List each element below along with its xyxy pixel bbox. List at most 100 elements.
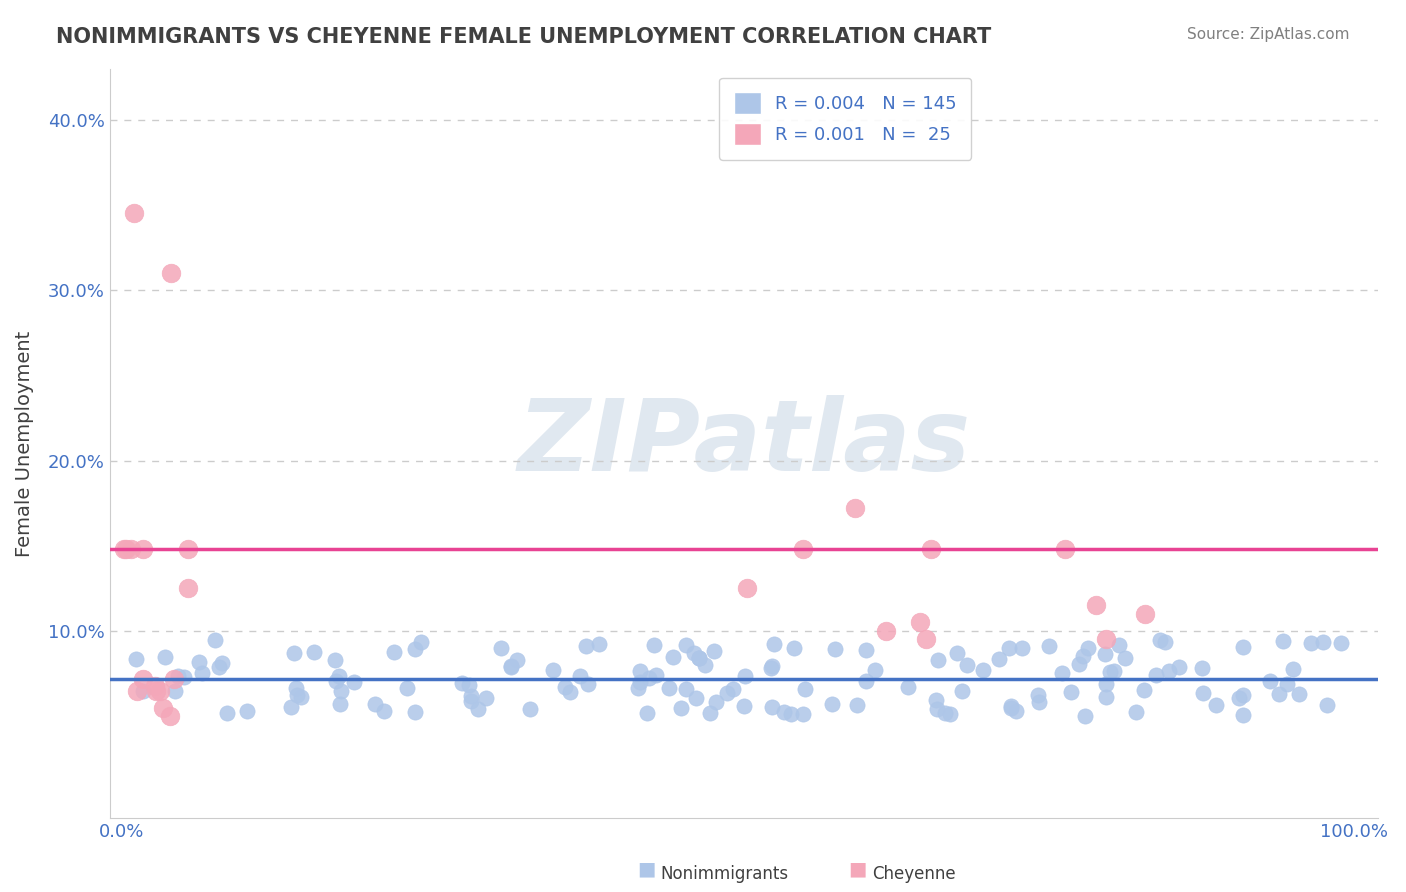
Point bbox=[112, 542, 135, 557]
Text: ■: ■ bbox=[637, 859, 657, 878]
Point bbox=[761, 661, 783, 675]
Point bbox=[972, 663, 994, 677]
Point bbox=[685, 690, 707, 705]
Legend: R = 0.004   N = 145, R = 0.001   N =  25: R = 0.004 N = 145, R = 0.001 N = 25 bbox=[720, 78, 972, 160]
Point bbox=[127, 683, 149, 698]
Point bbox=[946, 646, 969, 660]
Point bbox=[1258, 673, 1281, 688]
Point bbox=[693, 657, 716, 672]
Point bbox=[1094, 677, 1116, 691]
Point bbox=[152, 700, 174, 714]
Point bbox=[364, 697, 387, 711]
Point bbox=[143, 679, 166, 693]
Point bbox=[467, 702, 489, 716]
Point bbox=[1133, 683, 1156, 698]
Point bbox=[506, 653, 529, 667]
Point bbox=[173, 670, 195, 684]
Point bbox=[1077, 640, 1099, 655]
Point bbox=[761, 700, 783, 714]
Point bbox=[734, 669, 756, 683]
Point bbox=[280, 700, 302, 714]
Point bbox=[1095, 690, 1118, 705]
Point bbox=[159, 709, 181, 723]
Y-axis label: Female Unemployment: Female Unemployment bbox=[15, 330, 34, 557]
Point bbox=[404, 705, 426, 719]
Point bbox=[283, 647, 305, 661]
Point bbox=[302, 645, 325, 659]
Point bbox=[457, 678, 479, 692]
Point bbox=[554, 680, 576, 694]
Point bbox=[1281, 662, 1303, 676]
Point bbox=[1229, 691, 1251, 706]
Point bbox=[177, 582, 200, 596]
Point bbox=[1205, 698, 1227, 712]
Point bbox=[166, 669, 188, 683]
Point bbox=[575, 639, 598, 653]
Point bbox=[783, 640, 806, 655]
Point bbox=[328, 668, 350, 682]
Point bbox=[675, 681, 697, 696]
Point bbox=[235, 705, 257, 719]
Point bbox=[519, 702, 541, 716]
Point bbox=[920, 542, 942, 557]
Point bbox=[489, 640, 512, 655]
Point bbox=[997, 640, 1019, 655]
Point bbox=[450, 676, 472, 690]
Point bbox=[821, 697, 844, 711]
Point bbox=[1157, 664, 1180, 678]
Point bbox=[329, 697, 352, 711]
Point bbox=[460, 690, 482, 704]
Point bbox=[1144, 668, 1167, 682]
Point bbox=[211, 656, 233, 670]
Point bbox=[1114, 651, 1136, 665]
Point bbox=[644, 667, 666, 681]
Point bbox=[204, 633, 226, 648]
Point bbox=[1288, 687, 1310, 701]
Point bbox=[908, 615, 931, 630]
Point bbox=[772, 705, 794, 719]
Point bbox=[1108, 638, 1130, 652]
Point bbox=[927, 653, 949, 667]
Point bbox=[675, 638, 697, 652]
Point bbox=[915, 632, 938, 647]
Point bbox=[1099, 665, 1122, 679]
Point bbox=[1000, 698, 1022, 713]
Point bbox=[762, 637, 785, 651]
Point bbox=[638, 671, 661, 685]
Point bbox=[1125, 705, 1147, 719]
Point bbox=[1268, 687, 1291, 701]
Point bbox=[1095, 632, 1118, 647]
Point bbox=[396, 681, 419, 696]
Point bbox=[404, 642, 426, 657]
Point bbox=[779, 707, 801, 722]
Point bbox=[1094, 647, 1116, 661]
Point bbox=[290, 690, 312, 705]
Point bbox=[1026, 688, 1049, 702]
Point bbox=[1067, 657, 1090, 671]
Point bbox=[1232, 689, 1254, 703]
Point bbox=[1050, 666, 1073, 681]
Point bbox=[177, 542, 200, 557]
Point bbox=[588, 637, 610, 651]
Point bbox=[925, 693, 948, 707]
Point bbox=[329, 684, 352, 698]
Point bbox=[1038, 640, 1060, 654]
Point bbox=[627, 681, 650, 695]
Point bbox=[939, 706, 962, 721]
Point bbox=[934, 706, 956, 720]
Point bbox=[122, 206, 145, 220]
Point bbox=[793, 681, 815, 696]
Point bbox=[952, 683, 974, 698]
Point bbox=[1312, 635, 1334, 649]
Point bbox=[1232, 640, 1254, 655]
Point bbox=[699, 706, 721, 721]
Point bbox=[132, 672, 155, 686]
Point bbox=[875, 624, 897, 638]
Point bbox=[165, 684, 187, 698]
Text: Cheyenne: Cheyenne bbox=[872, 865, 955, 883]
Point bbox=[499, 658, 522, 673]
Point bbox=[897, 680, 920, 694]
Point bbox=[636, 706, 658, 721]
Point bbox=[576, 677, 599, 691]
Point bbox=[733, 698, 755, 713]
